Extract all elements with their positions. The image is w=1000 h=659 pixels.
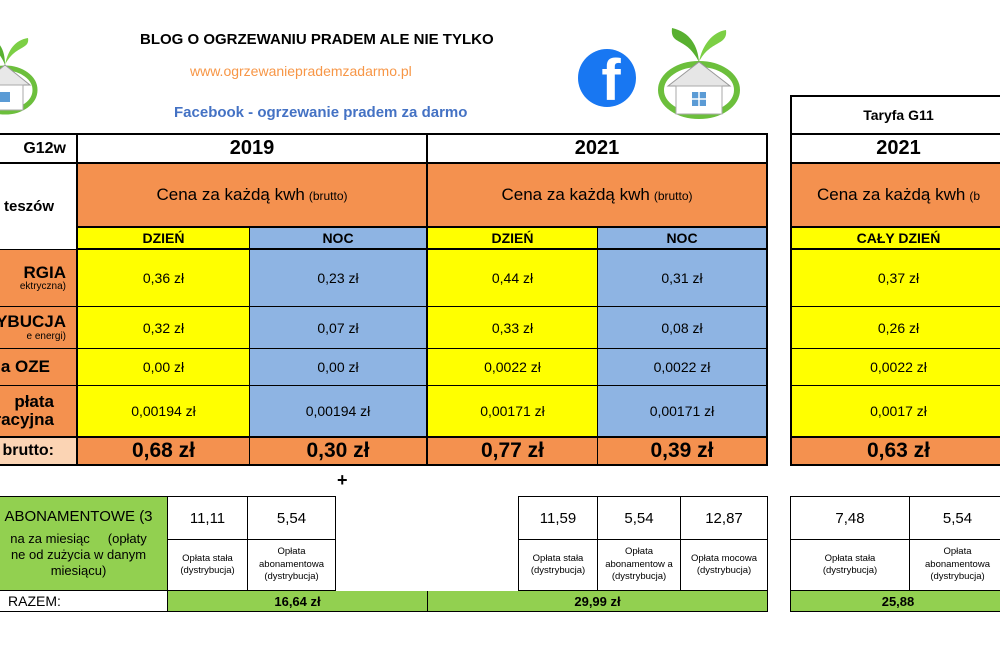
- fee-label: Opłata stała (dystrybucja): [168, 539, 248, 591]
- day-label-2019: DZIEŃ: [78, 226, 250, 250]
- value-cell: 0,0022 zł: [598, 349, 768, 386]
- plus-sign: +: [337, 470, 348, 490]
- blog-url-link[interactable]: www.ogrzewanieprademzadarmo.pl: [190, 63, 412, 79]
- night-label-2019: NOC: [250, 226, 428, 250]
- year-2021-header: 2021: [428, 133, 768, 164]
- tariff-label: G12w: [0, 133, 78, 164]
- value-cell: 0,07 zł: [250, 307, 428, 349]
- total-night-2021: 0,39 zł: [598, 436, 768, 466]
- value-cell: 0,0022 zł: [790, 349, 1000, 386]
- g11-title: Taryfa G11: [790, 95, 1000, 133]
- fee-label: Opłata abonamentowa (dystrybucja): [248, 539, 336, 591]
- subscription-fees-label: ABONAMENTOWE (3 na za miesiąc (opłaty ne…: [0, 496, 168, 591]
- value-cell: 0,23 zł: [250, 250, 428, 307]
- fees-sum-2019: 16,64 zł: [168, 591, 428, 612]
- value-cell: 0,26 zł: [790, 307, 1000, 349]
- value-cell: 0,36 zł: [78, 250, 250, 307]
- blog-title: BLOG O OGRZEWANIU PRADEM ALE NIE TYLKO: [140, 31, 494, 48]
- razem-label: RAZEM:: [0, 591, 168, 612]
- g11-price-header: Cena za każdą kwh (b: [790, 164, 1000, 226]
- fee-value: 5,54: [598, 496, 681, 539]
- value-cell: 0,00171 zł: [598, 386, 768, 436]
- house-logo-left: [0, 30, 40, 120]
- day-label-2021: DZIEŃ: [428, 226, 598, 250]
- value-cell: 0,33 zł: [428, 307, 598, 349]
- g11-year-header: 2021: [790, 133, 1000, 164]
- value-cell: 0,00171 zł: [428, 386, 598, 436]
- distribution-row-label: YBUCJA e energi): [0, 307, 78, 349]
- fee-value: 5,54: [248, 496, 336, 539]
- value-cell: 0,0022 zł: [428, 349, 598, 386]
- total-day-2019: 0,68 zł: [78, 436, 250, 466]
- cogeneration-row-label: płata racyjna: [0, 386, 78, 436]
- fee-value: 11,59: [518, 496, 598, 539]
- value-cell: 0,00 zł: [250, 349, 428, 386]
- fee-value: 12,87: [681, 496, 768, 539]
- price-header-2019: Cena za każdą kwh (brutto): [78, 164, 428, 226]
- fee-value: 7,48: [790, 496, 910, 539]
- night-label-2021: NOC: [598, 226, 768, 250]
- house-logo-right: [654, 24, 744, 124]
- fee-label: Opłata mocowa (dystrybucja): [681, 539, 768, 591]
- facebook-icon[interactable]: f: [578, 49, 636, 107]
- value-cell: 0,00 zł: [78, 349, 250, 386]
- fees-sum-2021: 29,99 zł: [428, 591, 768, 612]
- total-row-label: brutto:: [0, 436, 78, 466]
- fee-value: 5,54: [910, 496, 1000, 539]
- g11-total: 0,63 zł: [790, 436, 1000, 466]
- fee-label: Opłata stała (dystrybucja): [518, 539, 598, 591]
- total-night-2019: 0,30 zł: [250, 436, 428, 466]
- facebook-letter: f: [601, 49, 621, 108]
- value-cell: 0,00194 zł: [250, 386, 428, 436]
- value-cell: 0,08 zł: [598, 307, 768, 349]
- price-header-2021: Cena za każdą kwh (brutto): [428, 164, 768, 226]
- value-cell: 0,0017 zł: [790, 386, 1000, 436]
- fee-value: 11,11: [168, 496, 248, 539]
- g11-all-day-label: CAŁY DZIEŃ: [790, 226, 1000, 250]
- value-cell: 0,00194 zł: [78, 386, 250, 436]
- fee-label: Opłata abonamentow a (dystrybucja): [598, 539, 681, 591]
- total-day-2021: 0,77 zł: [428, 436, 598, 466]
- energy-row-label: RGIA ektryczna): [0, 250, 78, 307]
- fee-label: Opłata abonamentowa (dystrybucja): [910, 539, 1000, 591]
- facebook-link[interactable]: Facebook - ogrzewanie pradem za darmo: [174, 104, 468, 121]
- year-2019-header: 2019: [78, 133, 428, 164]
- value-cell: 0,32 zł: [78, 307, 250, 349]
- value-cell: 0,37 zł: [790, 250, 1000, 307]
- fee-label: Opłata stała (dystrybucja): [790, 539, 910, 591]
- costs-label: teszów: [0, 164, 78, 250]
- fees-sum-g11: 25,88: [790, 591, 1000, 612]
- value-cell: 0,31 zł: [598, 250, 768, 307]
- oze-row-label: a OZE: [0, 349, 78, 386]
- value-cell: 0,44 zł: [428, 250, 598, 307]
